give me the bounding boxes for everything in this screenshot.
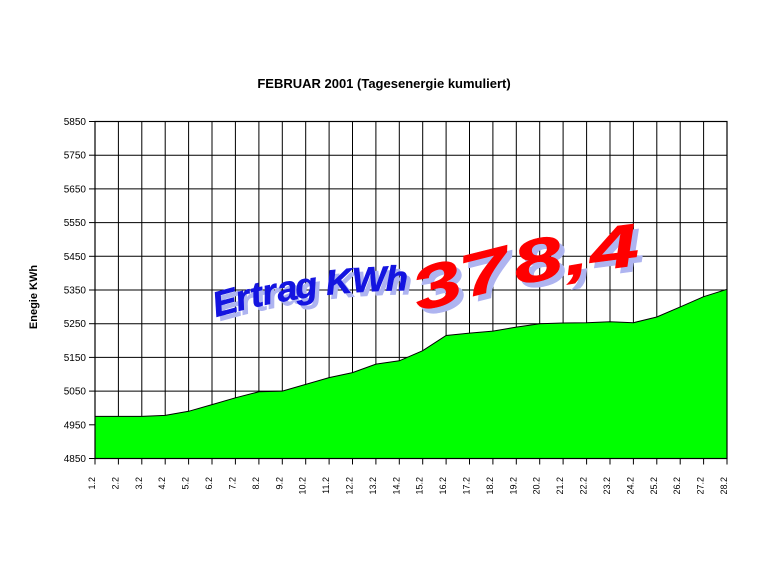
svg-text:28.2: 28.2 [719,477,729,495]
svg-text:17.2: 17.2 [462,477,472,495]
svg-text:24.2: 24.2 [625,477,635,495]
svg-text:5150: 5150 [64,353,87,364]
svg-text:5650: 5650 [64,184,87,195]
svg-text:19.2: 19.2 [508,477,518,495]
svg-text:5450: 5450 [64,252,87,263]
svg-text:4950: 4950 [64,420,87,431]
svg-text:15.2: 15.2 [415,477,425,495]
svg-text:21.2: 21.2 [555,477,565,495]
svg-text:16.2: 16.2 [438,477,448,495]
svg-text:23.2: 23.2 [602,477,612,495]
svg-text:11.2: 11.2 [321,477,331,494]
svg-text:4: 4 [583,211,642,284]
svg-text:18.2: 18.2 [485,477,495,495]
svg-text:10.2: 10.2 [298,477,308,495]
svg-text:4850: 4850 [64,454,87,465]
svg-text:25.2: 25.2 [649,477,659,495]
svg-text:3.2: 3.2 [134,477,144,490]
svg-text:8.2: 8.2 [251,477,261,490]
svg-text:5250: 5250 [64,319,87,330]
svg-text:27.2: 27.2 [696,477,706,495]
svg-text:9.2: 9.2 [274,477,284,490]
svg-text:5050: 5050 [64,387,87,398]
svg-text:2.2: 2.2 [110,477,120,490]
svg-text:26.2: 26.2 [672,477,682,495]
svg-text:5350: 5350 [64,286,87,297]
svg-text:5.2: 5.2 [181,477,191,490]
svg-text:20.2: 20.2 [532,477,542,495]
svg-text:1.2: 1.2 [87,477,97,490]
svg-text:6.2: 6.2 [204,477,214,490]
svg-text:4.2: 4.2 [157,477,167,490]
svg-text:5550: 5550 [64,218,87,229]
svg-text:22.2: 22.2 [579,477,589,495]
svg-text:12.2: 12.2 [345,477,355,495]
svg-text:5750: 5750 [64,151,87,162]
svg-text:13.2: 13.2 [368,477,378,495]
svg-text:5850: 5850 [64,117,87,128]
svg-text:7.2: 7.2 [227,477,237,490]
svg-text:14.2: 14.2 [391,477,401,495]
